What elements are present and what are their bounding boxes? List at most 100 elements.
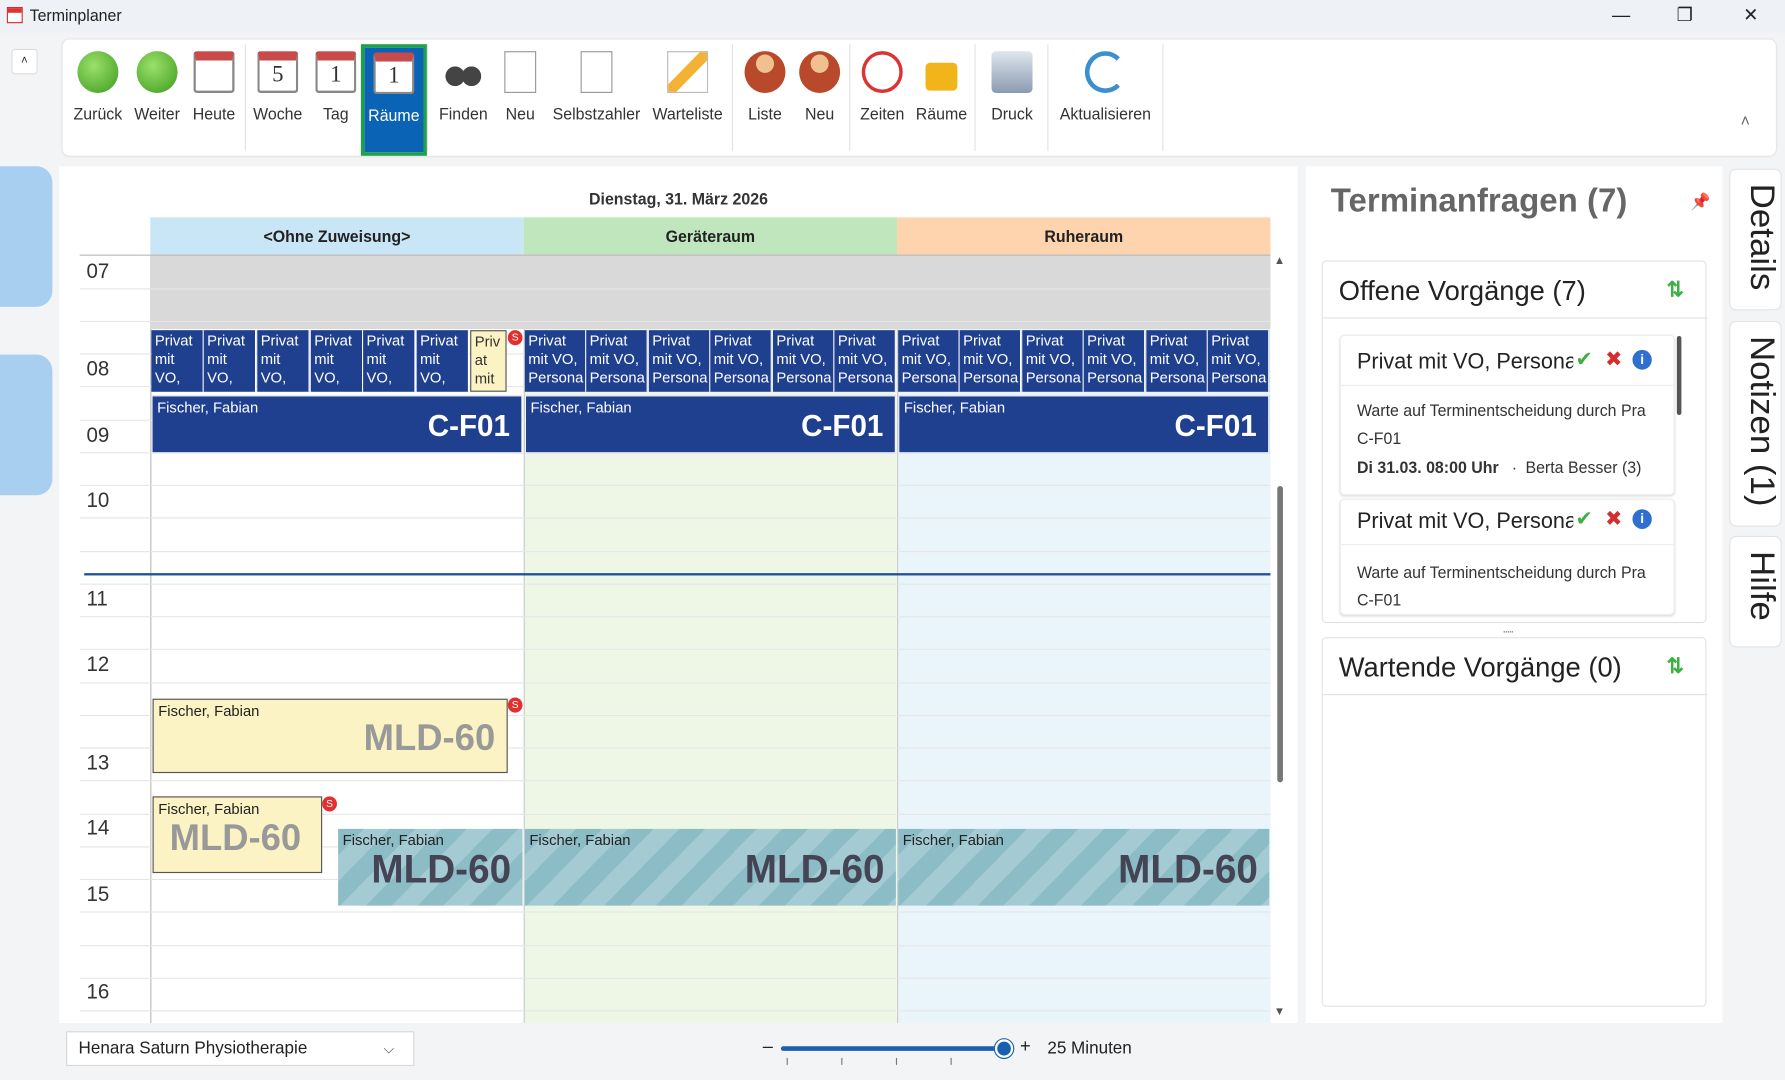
appointment-private-small[interactable]: Privat mit VO, Persona	[834, 330, 896, 392]
sort-icon[interactable]: ⇅	[1666, 277, 1684, 302]
request-code: C-F01	[1356, 590, 1402, 610]
accept-check-icon[interactable]: ✔	[1575, 506, 1593, 531]
printer-icon	[991, 51, 1033, 94]
appointment-private-small[interactable]: Privat mit VO, Persona	[959, 330, 1022, 392]
appointment-private-small[interactable]: Privat mit VO, Persona	[1207, 330, 1270, 392]
find-button[interactable]: Finden	[434, 47, 493, 152]
appointment-private-small[interactable]: Privat mit VO,	[416, 330, 470, 392]
appointment-mld60-pending[interactable]: Fischer, Fabian MLD-60	[524, 828, 896, 906]
tab-help[interactable]: Hilfe	[1729, 535, 1782, 648]
mini-month-panel[interactable]	[0, 354, 53, 496]
tab-details[interactable]: Details	[1729, 168, 1782, 311]
back-button[interactable]: Zurück	[67, 47, 128, 152]
zoom-slider-track[interactable]	[780, 1046, 1005, 1051]
print-button[interactable]: Druck	[980, 47, 1044, 152]
mini-calendar-panel[interactable]	[0, 166, 53, 307]
day-view-button[interactable]: 1 Tag	[309, 47, 364, 152]
refresh-button[interactable]: Aktualisieren	[1053, 47, 1158, 152]
request-item[interactable]: Privat mit VO, Persona ✔ ✖ i Warte auf T…	[1339, 334, 1676, 496]
appointment-self-pay-small[interactable]: Priv at mit	[470, 330, 507, 392]
hour-label: 14	[86, 816, 110, 840]
clock-icon	[861, 51, 903, 94]
current-time-line	[84, 573, 1271, 576]
requests-scrollbar-thumb[interactable]	[1676, 335, 1682, 416]
request-code: C-F01	[1356, 428, 1402, 448]
open-requests-header[interactable]: Offene Vorgänge (7)	[1338, 275, 1586, 307]
sort-icon[interactable]: ⇅	[1666, 654, 1684, 678]
pin-icon[interactable]: 📌	[1690, 191, 1711, 211]
reject-x-icon[interactable]: ✖	[1605, 506, 1623, 531]
self-pay-badge-icon: S	[507, 330, 523, 346]
zoom-out-button[interactable]: –	[762, 1036, 773, 1057]
info-icon[interactable]: i	[1632, 509, 1652, 529]
ribbon-separator	[426, 44, 429, 152]
appointment-private-small[interactable]: Privat mit VO, Persona	[1146, 330, 1208, 392]
appointment-private-small[interactable]: Privat mit VO, Persona	[648, 330, 711, 392]
waiting-requests-section: Wartende Vorgänge (0) ⇅	[1321, 637, 1708, 1007]
appointment-private-small[interactable]: Privat mit VO, Persona	[898, 330, 960, 392]
appointment-mld60-pending[interactable]: Fischer, Fabian MLD-60	[338, 828, 523, 906]
collapse-ribbon-button[interactable]: ˄	[1740, 111, 1750, 131]
requests-title: Terminanfragen (7)	[1330, 182, 1628, 220]
appointment-cf01[interactable]: Fischer, Fabian C-F01	[898, 395, 1270, 454]
reject-x-icon[interactable]: ✖	[1605, 347, 1623, 371]
appointment-cf01[interactable]: Fischer, Fabian C-F01	[151, 395, 523, 454]
new-patient-button[interactable]: Neu	[793, 47, 845, 152]
appointment-mld60-pending[interactable]: Fischer, Fabian MLD-60	[898, 828, 1270, 906]
location-select[interactable]: Henara Saturn Physiotherapie ⌵	[66, 1031, 415, 1067]
appointment-private-small[interactable]: Privat mit VO,	[310, 330, 364, 392]
zoom-interval-label: 25 Minuten	[1047, 1038, 1132, 1058]
appointment-private-small[interactable]: Privat mit VO, Persona	[710, 330, 772, 392]
close-button[interactable]: ✕	[1743, 5, 1759, 26]
appointment-private-small[interactable]: Privat mit VO,	[151, 330, 204, 392]
rooms-lock-button[interactable]: Räume	[912, 47, 971, 152]
tab-notes[interactable]: Notizen (1)	[1729, 320, 1782, 527]
today-button[interactable]: Heute	[186, 47, 243, 152]
request-item[interactable]: Privat mit VO, Persona ✔ ✖ i Warte auf T…	[1339, 498, 1675, 615]
appointment-private-small[interactable]: Privat mit VO,	[363, 330, 416, 392]
calendar-week-icon: 5	[257, 51, 299, 94]
zoom-slider-thumb[interactable]	[994, 1039, 1014, 1058]
column-header-rest-room[interactable]: Ruheraum	[897, 217, 1271, 255]
location-select-value: Henara Saturn Physiotherapie	[78, 1038, 308, 1058]
week-view-button[interactable]: 5 Woche	[247, 47, 308, 152]
appointment-private-small[interactable]: Privat mit VO, Persona	[1022, 330, 1084, 392]
times-button[interactable]: Zeiten	[855, 47, 910, 152]
appointment-private-small[interactable]: Privat mit VO,	[257, 330, 310, 392]
appointment-private-small[interactable]: Privat mit VO, Persona	[524, 330, 587, 392]
patient-list-button[interactable]: Liste	[737, 47, 794, 152]
scroll-up-button[interactable]: ▲	[1273, 254, 1286, 268]
collapse-up-button[interactable]: ˄	[11, 48, 38, 75]
zoom-in-button[interactable]: +	[1019, 1036, 1031, 1057]
appointment-private-small[interactable]: Privat mit VO,	[203, 330, 257, 392]
waiting-requests-header[interactable]: Wartende Vorgänge (0)	[1338, 652, 1622, 684]
calendar-scrollbar-thumb[interactable]	[1277, 485, 1283, 783]
forward-button[interactable]: Weiter	[129, 47, 186, 152]
appointment-private-small[interactable]: Privat mit VO, Persona	[1083, 330, 1146, 392]
column-header-unassigned[interactable]: <Ohne Zuweisung>	[150, 217, 524, 255]
info-icon[interactable]: i	[1632, 349, 1652, 370]
hour-label: 13	[86, 751, 110, 775]
appointment-mld60-self-pay[interactable]: Fischer, Fabian MLD-60	[152, 698, 508, 774]
rooms-view-button[interactable]: 1 Räume	[360, 44, 427, 156]
column-header-equipment-room[interactable]: Geräteraum	[523, 217, 898, 255]
appointment-mld60-self-pay[interactable]: Fischer, Fabian MLD-60	[152, 796, 323, 874]
hour-label: 15	[86, 882, 110, 906]
hour-label: 08	[86, 356, 110, 381]
appointment-private-small[interactable]: Privat mit VO, Persona	[586, 330, 648, 392]
minimize-button[interactable]: —	[1611, 5, 1631, 26]
closed-hours-block	[150, 254, 1271, 329]
arrow-left-icon	[77, 51, 119, 94]
appointment-cf01[interactable]: Fischer, Fabian C-F01	[524, 395, 896, 454]
appointment-private-small[interactable]: Privat mit VO, Persona	[772, 330, 835, 392]
new-appointment-button[interactable]: Neu	[495, 47, 545, 152]
splitter-handle[interactable]: .....	[1502, 623, 1514, 636]
restore-button[interactable]: ❐	[1676, 5, 1693, 26]
self-payer-button[interactable]: Selbstzahler	[550, 47, 643, 152]
calendar-date: Dienstag, 31. März 2026	[589, 189, 768, 209]
waitlist-button[interactable]: Warteliste	[645, 47, 729, 152]
hour-label: 10	[86, 488, 110, 512]
scroll-down-button[interactable]: ▼	[1273, 1005, 1286, 1019]
ribbon-separator	[1047, 44, 1049, 152]
accept-check-icon[interactable]: ✔	[1575, 347, 1593, 371]
